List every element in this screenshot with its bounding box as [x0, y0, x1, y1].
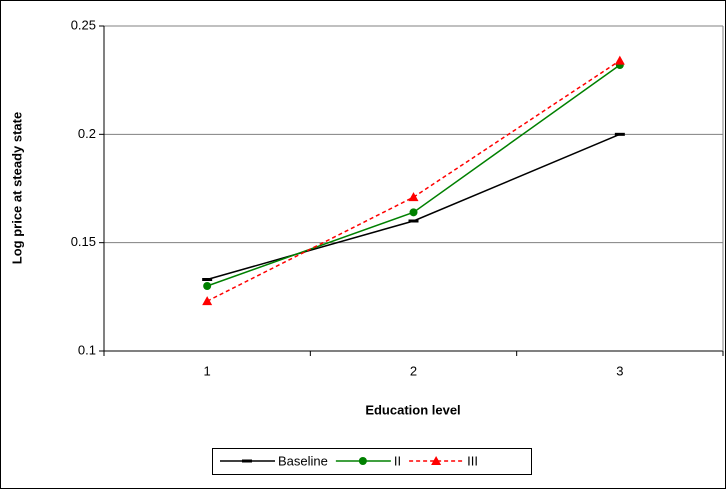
y-tick-label: 0.1: [78, 342, 96, 357]
x-tick-label: 2: [410, 363, 417, 378]
data-point: [614, 55, 625, 65]
x-tick-label: 3: [616, 363, 623, 378]
data-point: [408, 192, 419, 202]
legend-label: II: [394, 453, 401, 468]
data-point: [203, 282, 212, 290]
legend-marker: [242, 459, 252, 463]
data-point: [614, 132, 625, 136]
data-point: [202, 278, 213, 281]
y-tick-label: 0.25: [71, 17, 96, 32]
legend-marker: [431, 456, 442, 465]
data-point: [202, 296, 213, 306]
y-tick-label: 0.2: [78, 126, 96, 141]
y-axis-title: Log price at steady state: [9, 112, 24, 264]
legend-label: III: [467, 453, 478, 468]
y-tick-label: 0.15: [71, 234, 96, 249]
data-point: [408, 219, 419, 223]
legend-marker: [358, 457, 367, 465]
x-tick-label: 1: [204, 363, 211, 378]
data-point: [409, 208, 418, 217]
legend-label: Baseline: [278, 453, 328, 468]
x-axis-title: Education level: [365, 402, 460, 417]
